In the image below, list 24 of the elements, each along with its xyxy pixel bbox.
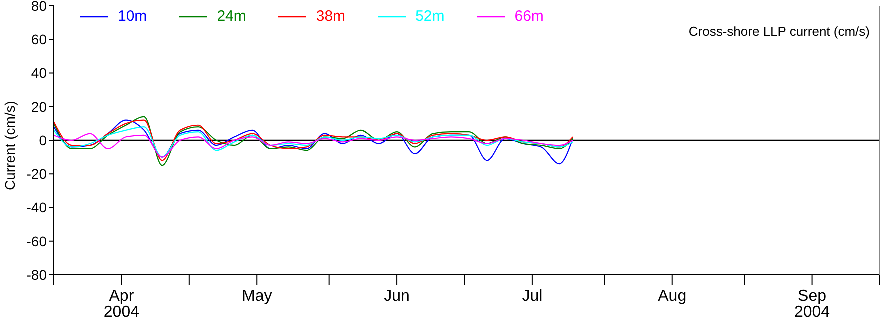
y-tick-label: 0 bbox=[39, 132, 48, 148]
y-tick-label: -40 bbox=[26, 200, 48, 216]
y-tick-label: 20 bbox=[31, 98, 48, 115]
x-tick-label: May bbox=[242, 288, 272, 305]
y-tick-label: -20 bbox=[26, 166, 48, 182]
x-tick-label: Apr 2004 bbox=[104, 288, 140, 321]
legend-label: 66m bbox=[514, 8, 544, 25]
legend-label: 52m bbox=[416, 8, 445, 25]
line-series bbox=[54, 126, 574, 158]
y-tick-label: 80 bbox=[31, 0, 48, 14]
y-tick-label: 40 bbox=[31, 65, 48, 82]
x-tick-label: Jun bbox=[384, 288, 410, 305]
x-tick-label: Jul bbox=[522, 288, 543, 305]
legend-label: 10m bbox=[118, 8, 148, 25]
y-axis-title: Current (cm/s) bbox=[2, 101, 18, 190]
x-tick-label: Aug bbox=[658, 288, 687, 305]
legend-label: 38m bbox=[316, 8, 346, 25]
legend-label: 24m bbox=[217, 8, 246, 25]
annotation: Cross-shore LLP current (cm/s) bbox=[688, 24, 870, 39]
y-tick-label: 60 bbox=[31, 32, 48, 48]
line-series bbox=[54, 133, 574, 158]
y-tick-label: -60 bbox=[26, 233, 48, 250]
y-tick-label: -80 bbox=[26, 266, 48, 283]
x-tick-label: Sep 2004 bbox=[794, 288, 830, 321]
